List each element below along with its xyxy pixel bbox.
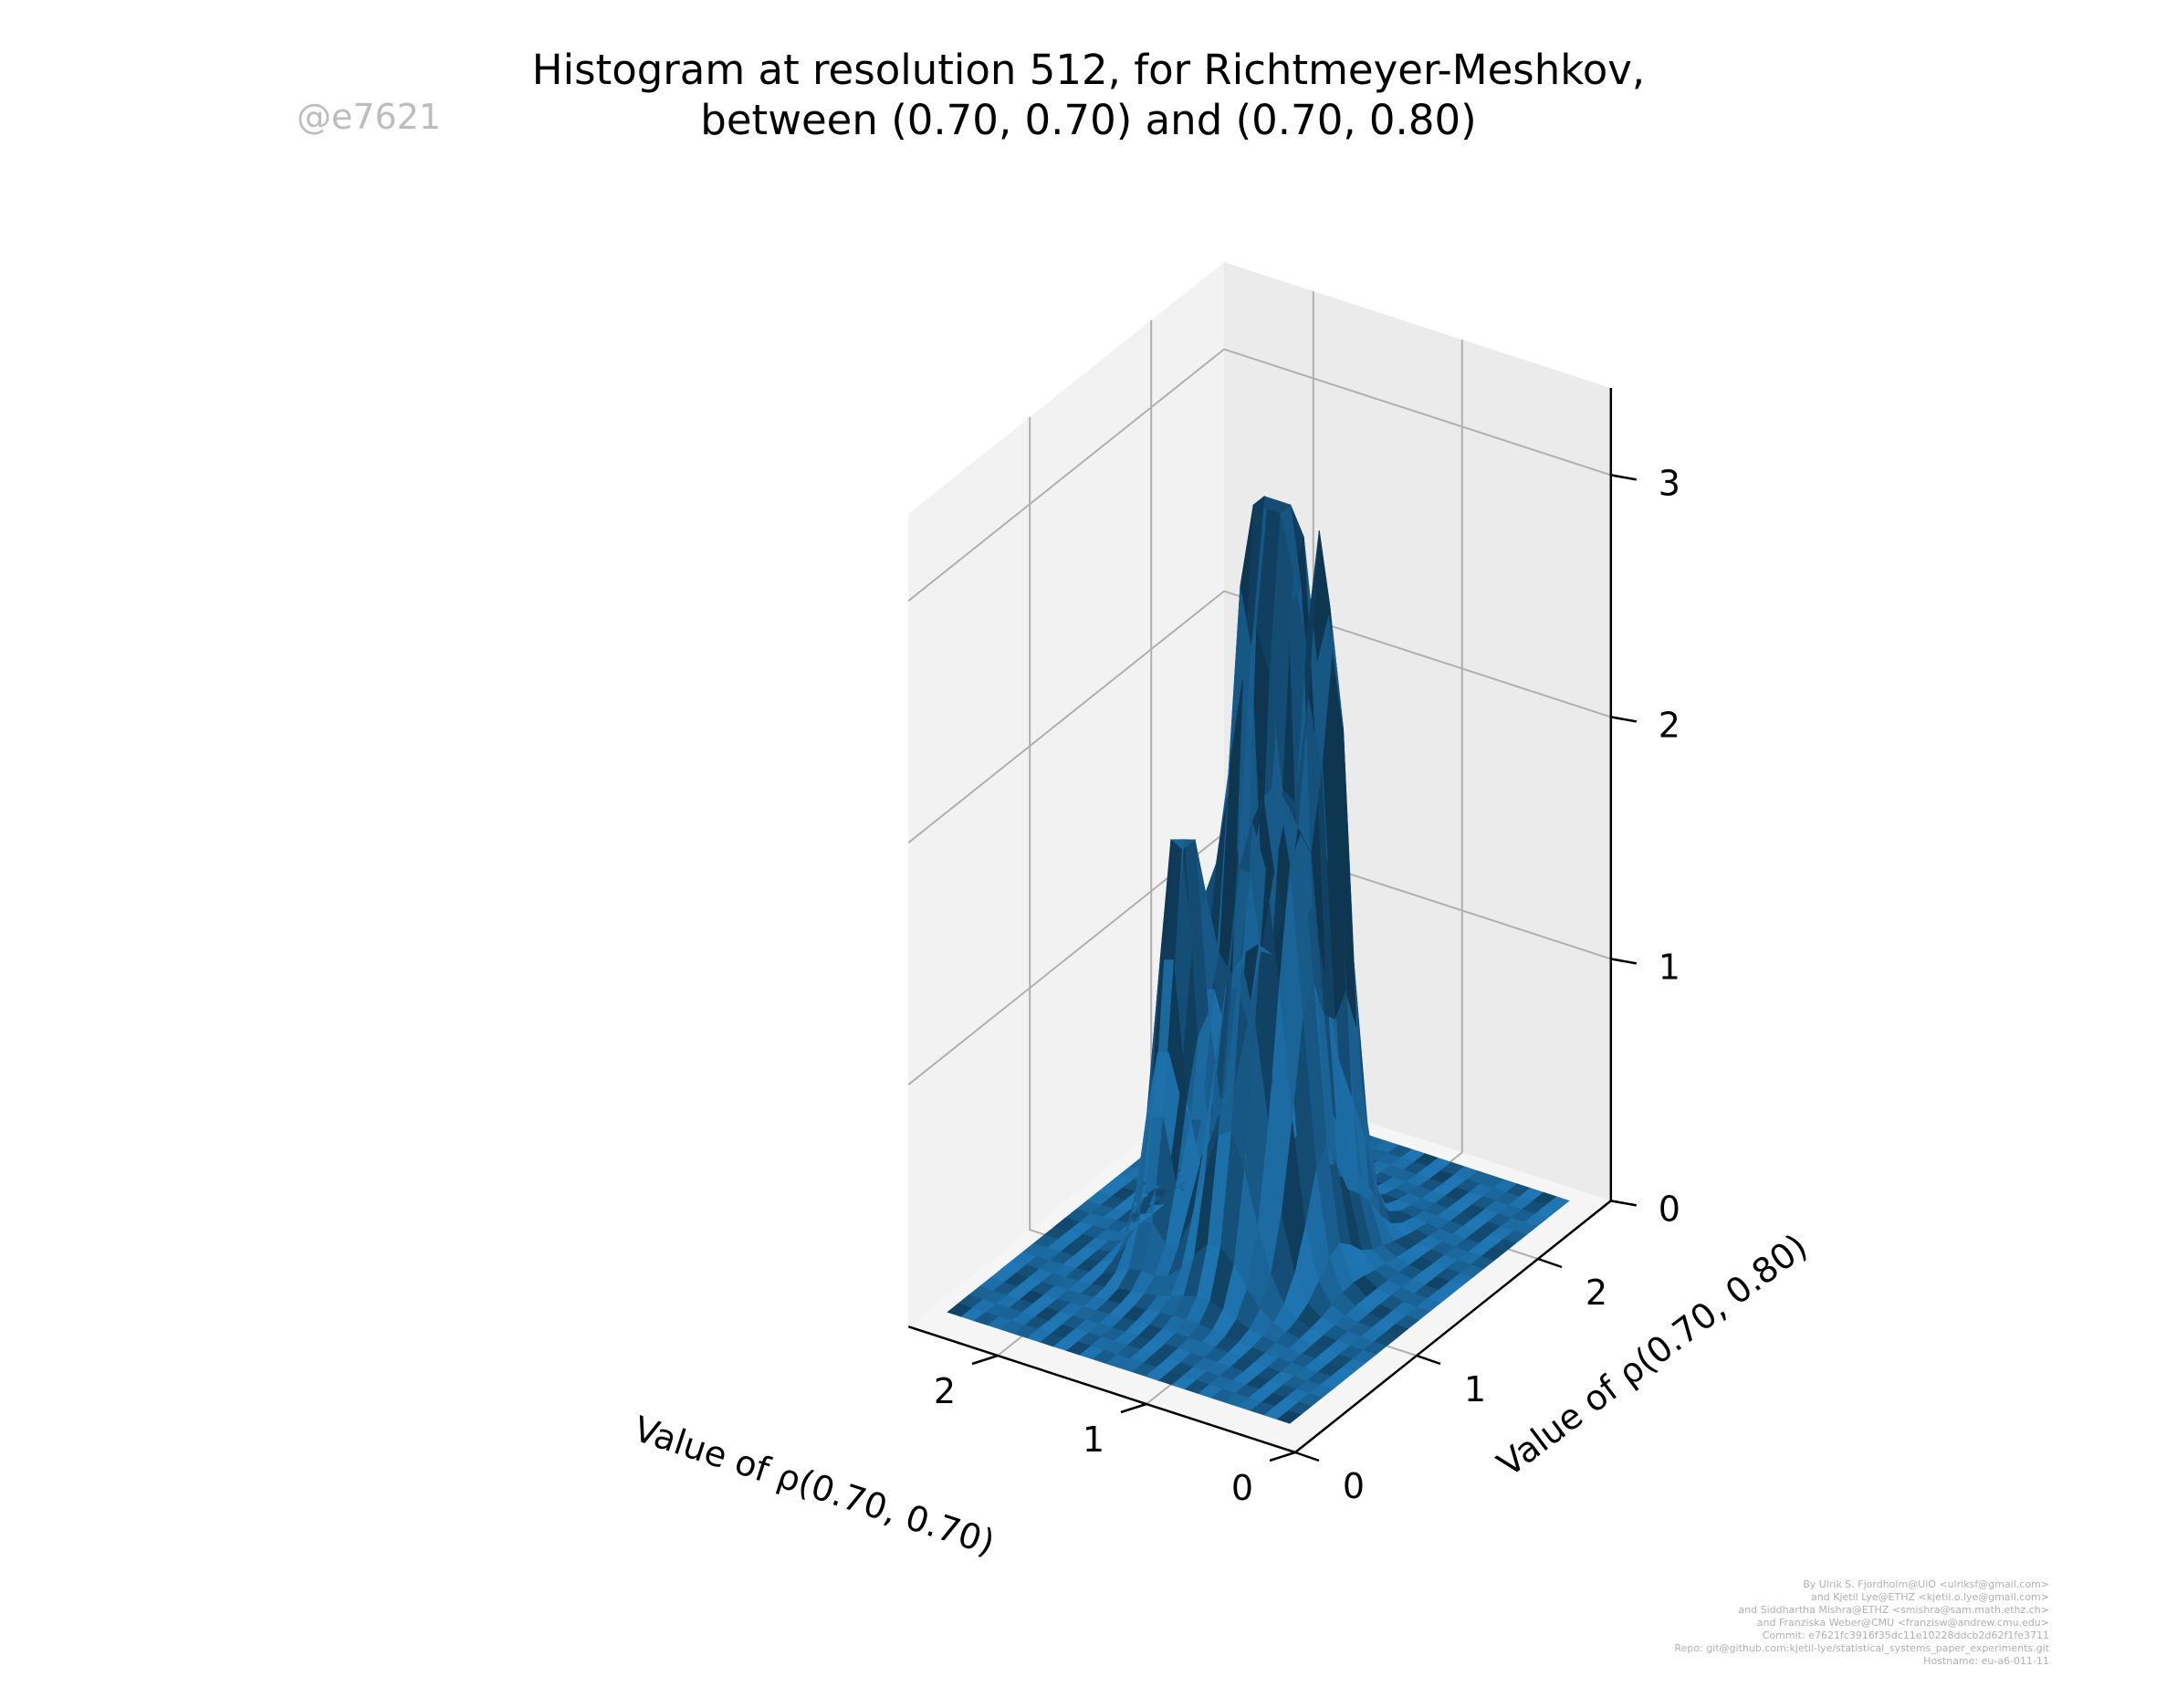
credit-line: Repo: git@github.com:kjetil-lye/statisti… bbox=[1674, 1642, 2049, 1654]
surface-facet bbox=[947, 1303, 973, 1317]
z-grid-line bbox=[907, 590, 1612, 844]
chart-title-line-1: Histogram at resolution 512, for Richtme… bbox=[531, 46, 1646, 94]
chart-title-line-2: between (0.70, 0.70) and (0.70, 0.80) bbox=[700, 96, 1477, 144]
z-grid-line bbox=[907, 348, 1612, 602]
x-tick-label: 0 bbox=[1231, 1468, 1253, 1508]
y-tick bbox=[1537, 1257, 1563, 1269]
y-tick bbox=[1294, 1451, 1320, 1462]
x-tick bbox=[1120, 1402, 1147, 1414]
credit-line: and Franziska Weber@CMU <franzisw@andrew… bbox=[1756, 1617, 2049, 1629]
axis-lines bbox=[907, 388, 1613, 1454]
z-tick-label: 1 bbox=[1659, 947, 1680, 987]
x-axis-label: Value of ρ(0.70, 0.70) bbox=[629, 1409, 1000, 1563]
z-tick bbox=[1610, 1200, 1638, 1207]
z-tick bbox=[1610, 716, 1638, 723]
y-tick-label: 1 bbox=[1464, 1369, 1486, 1409]
z-tick-label: 2 bbox=[1659, 705, 1680, 745]
left-pane bbox=[908, 262, 1224, 1327]
tick-labels: 0 1 2 0 1 2 0 1 2 3 bbox=[934, 463, 1680, 1508]
y-tick-label: 0 bbox=[1343, 1466, 1365, 1506]
y-axis-line bbox=[1294, 1200, 1612, 1453]
x-tick-label: 1 bbox=[1083, 1420, 1104, 1460]
z-tick-label: 0 bbox=[1659, 1189, 1680, 1229]
credit-line: Hostname: eu-a6-011-11 bbox=[1923, 1655, 2049, 1667]
y-tick bbox=[1416, 1354, 1441, 1366]
x-tick-label: 2 bbox=[934, 1371, 956, 1411]
watermark: @e7621 bbox=[297, 97, 442, 137]
credit-line: and Kjetil Lye@ETHZ <kjetil.o.lye@gmail.… bbox=[1811, 1591, 2049, 1603]
surface-mesh bbox=[947, 495, 1570, 1424]
y-axis-label: Value of ρ(0.70, 0.80) bbox=[1490, 1226, 1815, 1484]
z-tick bbox=[1610, 474, 1638, 481]
credit-line: and Siddhartha Mishra@ETHZ <smishra@sam.… bbox=[1738, 1604, 2049, 1616]
credit-line: Commit: e7621fc3916f35dc11e10228ddcb2d62… bbox=[1762, 1629, 2049, 1641]
x-tick bbox=[1269, 1451, 1296, 1462]
x-tick bbox=[971, 1354, 999, 1366]
x-axis-line bbox=[907, 1326, 1296, 1454]
y-tick-label: 2 bbox=[1586, 1273, 1607, 1313]
z-tick bbox=[1610, 958, 1638, 965]
credit-line: By Ulrik S. Fjordholm@UiO <ulriksf@gmail… bbox=[1803, 1578, 2049, 1590]
z-tick-label: 3 bbox=[1659, 463, 1680, 503]
credits-block: By Ulrik S. Fjordholm@UiO <ulriksf@gmail… bbox=[1228, 1578, 2049, 1668]
